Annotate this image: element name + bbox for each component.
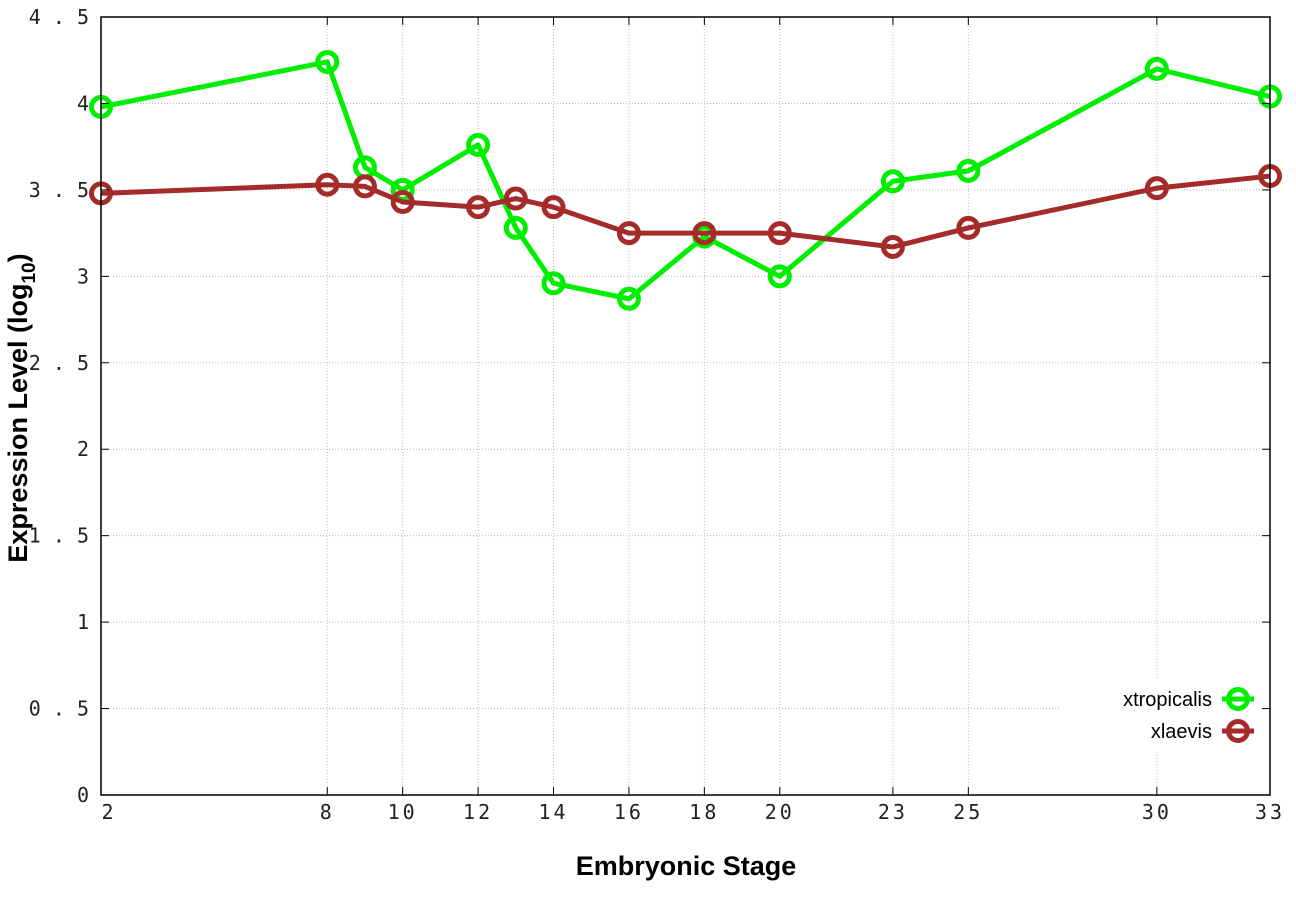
data-point-xtropicalis: [616, 286, 641, 311]
data-point-xlaevis: [315, 172, 340, 197]
data-point-xlaevis: [1144, 176, 1169, 201]
data-point-xlaevis: [956, 215, 981, 240]
y-tick-label: 3 . 5: [29, 178, 89, 202]
data-point-xtropicalis: [767, 264, 792, 289]
x-tick-label: 23: [878, 800, 908, 824]
series-line-xlaevis: [100, 173, 1271, 250]
x-tick-label: 10: [388, 800, 418, 824]
x-tick-label: 12: [463, 800, 493, 824]
x-tick-label: 30: [1142, 800, 1172, 824]
y-tick-label: 1: [77, 610, 89, 634]
y-tick-label: 2 . 5: [29, 351, 89, 375]
y-tick-label: 2: [77, 437, 89, 461]
legend-marker: [1226, 719, 1250, 743]
data-point-xlaevis: [692, 221, 717, 246]
data-point-xlaevis: [352, 174, 377, 199]
x-tick-label: 2: [101, 800, 116, 824]
data-point-xtropicalis: [956, 158, 981, 183]
x-tick-label: 20: [765, 800, 795, 824]
data-point-xtropicalis: [880, 169, 905, 194]
legend-label: xtropicalis: [1123, 689, 1212, 711]
plot-frame: [100, 16, 1271, 796]
data-point-xtropicalis: [1144, 56, 1169, 81]
y-tick-label: 0: [77, 783, 89, 807]
y-tick-label: 3: [77, 264, 89, 288]
y-tick-label: 4: [77, 91, 89, 115]
y-axis-label: Expression Level (log10): [3, 253, 40, 562]
x-tick-label: 18: [689, 800, 719, 824]
grid: [101, 17, 1270, 795]
data-point-xtropicalis: [315, 49, 340, 74]
data-point-xlaevis: [767, 221, 792, 246]
data-point-xlaevis: [466, 195, 491, 220]
x-tick-label: 8: [320, 800, 335, 824]
data-point-xlaevis: [880, 234, 905, 259]
data-point-xlaevis: [503, 186, 528, 211]
data-point-xlaevis: [616, 221, 641, 246]
y-tick-label: 1 . 5: [29, 524, 89, 548]
x-tick-label: 14: [538, 800, 568, 824]
data-point-xtropicalis: [541, 271, 566, 296]
x-axis-label: Embryonic Stage: [576, 851, 797, 881]
legend-label: xlaevis: [1151, 721, 1212, 743]
data-point-xlaevis: [390, 189, 415, 214]
y-tick-label: 4 . 5: [29, 5, 89, 29]
data-point-xtropicalis: [466, 132, 491, 157]
series-group: [89, 49, 1282, 311]
legend-marker: [1226, 687, 1250, 711]
data-point-xlaevis: [541, 195, 566, 220]
x-tick-label: 16: [614, 800, 644, 824]
legend: xtropicalis xlaevis: [1123, 687, 1254, 743]
x-tick-label: 33: [1255, 800, 1285, 824]
y-axis-label-subscript: 10: [19, 262, 40, 283]
ticks: 0 0 . 5 1 1 . 5 2 2 . 5 3 3 . 5 4 4 . 5 2 8 10 12 14 16…: [29, 5, 1285, 824]
x-tick-label: 25: [953, 800, 983, 824]
y-tick-label: 0 . 5: [29, 697, 89, 721]
data-point-xtropicalis: [503, 215, 528, 240]
series-line-xtropicalis: [100, 59, 1271, 302]
